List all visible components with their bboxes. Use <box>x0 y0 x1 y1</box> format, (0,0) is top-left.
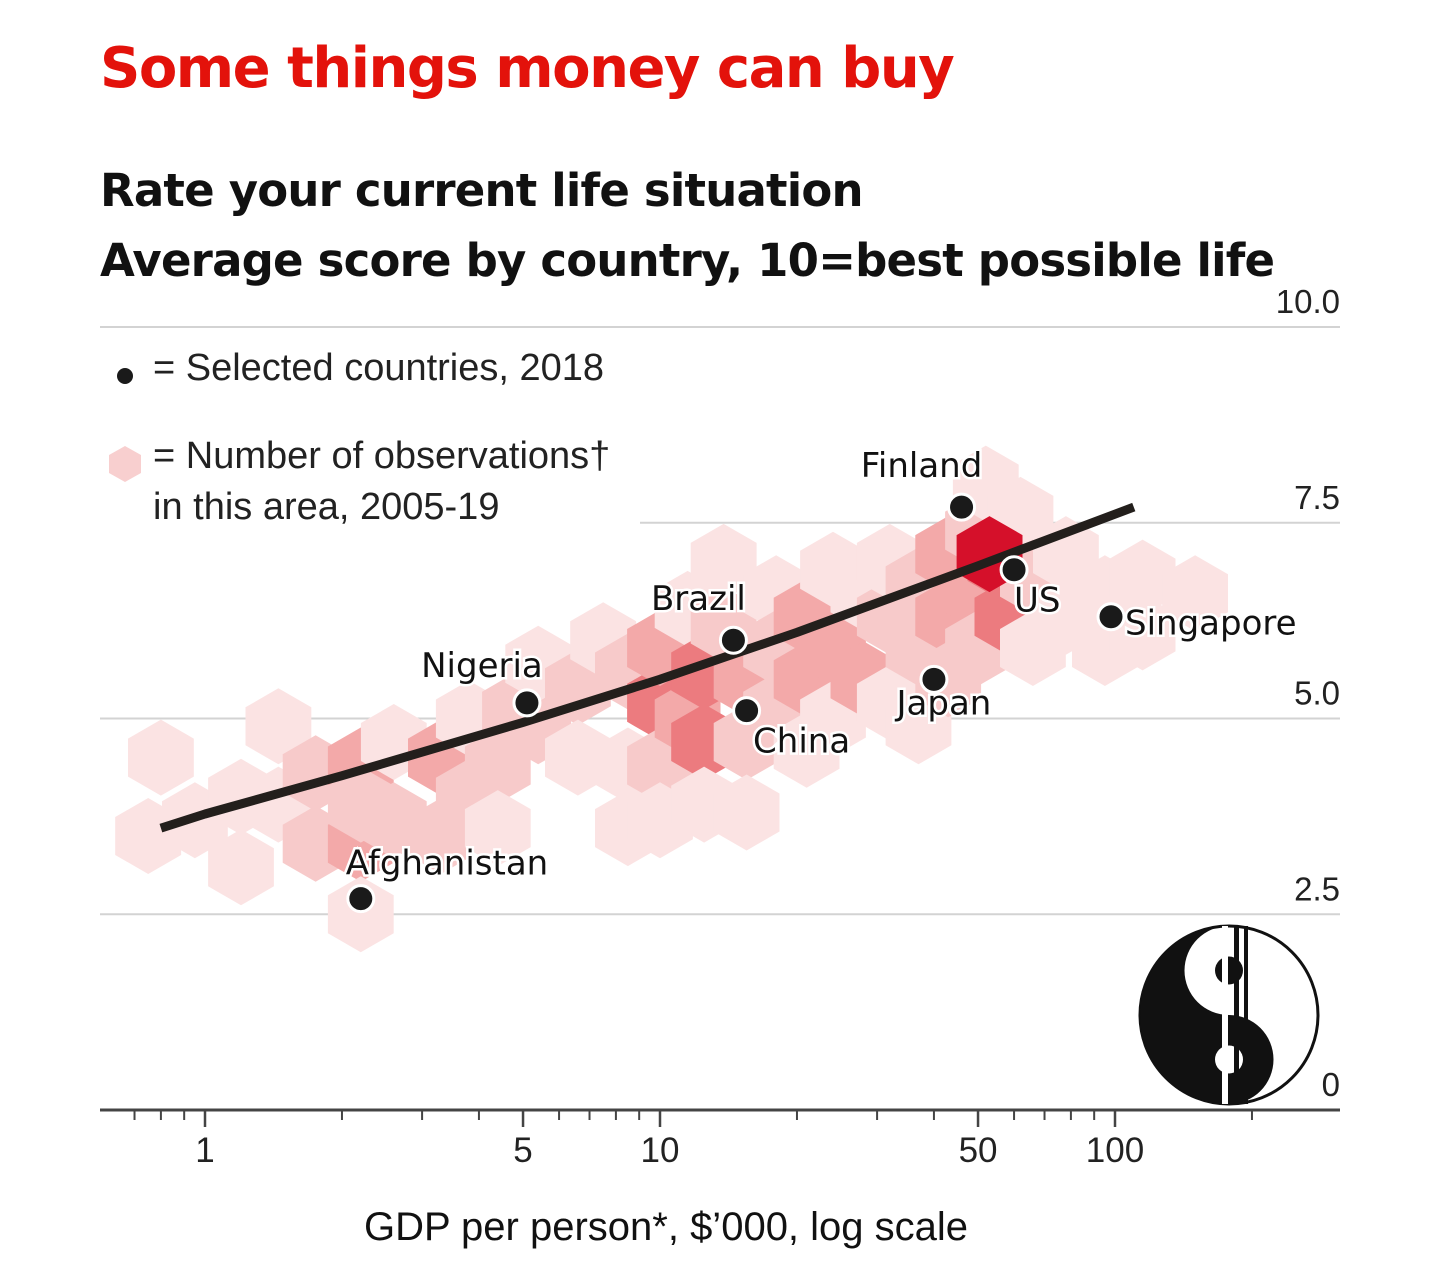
y-tick-label: 0 <box>1322 1066 1340 1103</box>
y-tick-label: 10.0 <box>1276 283 1340 320</box>
trend-line-group <box>159 502 1136 833</box>
x-tick-label: 100 <box>1086 1131 1144 1170</box>
x-tick-label: 1 <box>195 1131 214 1170</box>
x-tick-label: 50 <box>959 1131 998 1170</box>
subtitle-line-1: Rate your current life situation <box>100 164 864 217</box>
y-tick-label: 2.5 <box>1294 870 1340 907</box>
country-label: Singapore <box>1125 604 1297 644</box>
density-hex <box>245 688 312 765</box>
density-hex <box>208 829 274 906</box>
x-axis: 1 5 10 50 100 <box>100 1108 1340 1170</box>
country-point <box>947 492 977 522</box>
density-hex <box>713 774 780 851</box>
country-label: Finland <box>861 446 983 486</box>
legend-hex-icon <box>109 446 141 482</box>
legend-dot-icon <box>117 368 133 384</box>
density-hex <box>464 790 531 867</box>
density-hex <box>327 876 394 953</box>
country-point <box>919 664 949 694</box>
country-point <box>512 688 542 718</box>
country-point <box>1096 602 1126 632</box>
country-labels: Afghanistan Nigeria Brazil China Finland Japa… <box>343 444 1299 887</box>
legend-dot-label: = Selected countries, 2018 <box>153 347 604 389</box>
legend-hex-label-line-1: = Number of observations† <box>153 435 610 477</box>
density-hex <box>690 523 757 600</box>
country-point <box>346 884 376 914</box>
density-hex <box>1109 539 1176 616</box>
country-label: US <box>1014 581 1060 621</box>
density-hex <box>1162 555 1228 632</box>
chart-title: Some things money can buy <box>100 36 955 101</box>
country-label: Brazil <box>651 579 746 619</box>
legend-hex-label-line-2: in this area, 2005-19 <box>153 486 499 528</box>
country-label: Japan <box>895 683 992 723</box>
y-tick-label: 5.0 <box>1294 675 1340 712</box>
country-label: Nigeria <box>421 646 543 686</box>
country-points <box>346 492 1126 914</box>
y-axis-ticks: 0 2.5 5.0 7.5 10.0 <box>1276 283 1340 1103</box>
subtitle-line-2: Average score by country, 10=best possib… <box>100 234 1275 287</box>
country-point <box>999 555 1029 585</box>
country-point <box>718 625 748 655</box>
density-hex <box>1109 594 1176 671</box>
legend: = Selected countries, 2018 = Number of o… <box>109 347 610 528</box>
x-axis-label: GDP per person*, $’000, log scale <box>364 1205 968 1249</box>
density-hex <box>128 719 194 796</box>
y-tick-label: 7.5 <box>1294 479 1340 516</box>
country-label: Afghanistan <box>346 844 548 884</box>
chart-subtitle: Rate your current life situation Average… <box>100 156 1275 296</box>
country-label: China <box>753 722 850 762</box>
x-tick-label: 10 <box>641 1131 680 1170</box>
trend-line <box>159 502 1136 833</box>
x-tick-label: 5 <box>513 1131 532 1170</box>
density-hex <box>545 719 611 796</box>
country-point <box>732 696 762 726</box>
publisher-logo <box>1138 924 1320 1106</box>
